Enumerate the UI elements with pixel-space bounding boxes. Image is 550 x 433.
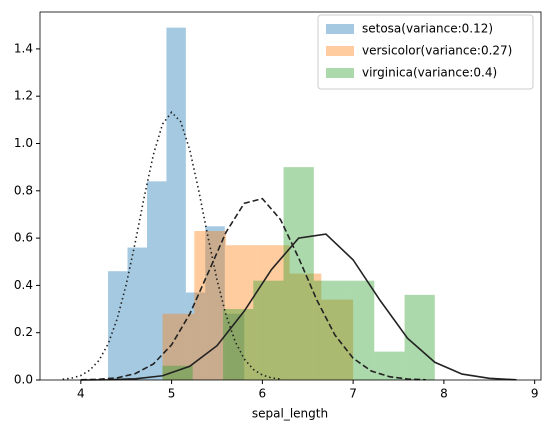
bar [289,273,322,380]
bar [127,247,148,380]
legend-label: virginica(variance:0.4) [362,66,497,80]
bar [223,309,254,380]
x-axis-label: sepal_length [252,407,328,421]
legend-box [317,14,534,90]
density-curve [80,233,517,381]
legend-swatch [326,46,354,56]
y-tick-label: 0.4 [14,278,33,292]
y-tick-label: 0.2 [14,325,33,339]
bar [108,271,128,380]
x-tick-label: 4 [77,387,85,401]
x-tick-label: 7 [349,387,357,401]
density-curve [62,111,281,381]
y-tick-label: 0.6 [14,231,33,245]
legend-swatch [326,24,354,34]
bar [147,181,167,380]
bar [162,313,195,380]
x-tick-label: 6 [259,387,267,401]
bar [374,351,405,380]
bar [162,365,193,380]
y-tick-label: 0.0 [14,373,33,387]
bar [226,245,258,380]
bar [194,231,227,380]
legend-swatch [326,68,354,78]
plot-frame [39,11,542,381]
legend-label: setosa(variance:0.12) [362,22,493,36]
density-curve [80,197,426,381]
y-tick-label: 1.2 [14,89,33,103]
x-tick-label: 9 [531,387,539,401]
y-tick-label: 0.8 [14,183,33,197]
x-tick-label: 8 [440,387,448,401]
bar [253,280,284,380]
y-tick-label: 1.0 [14,136,33,150]
bar [404,294,435,380]
legend-label: versicolor(variance:0.27) [362,44,512,58]
bar [321,299,354,380]
bar [166,27,186,381]
bar [283,167,314,380]
bar [344,280,375,380]
bar [313,280,345,380]
x-tick-label: 5 [168,387,176,401]
y-tick-label: 1.4 [14,41,33,55]
